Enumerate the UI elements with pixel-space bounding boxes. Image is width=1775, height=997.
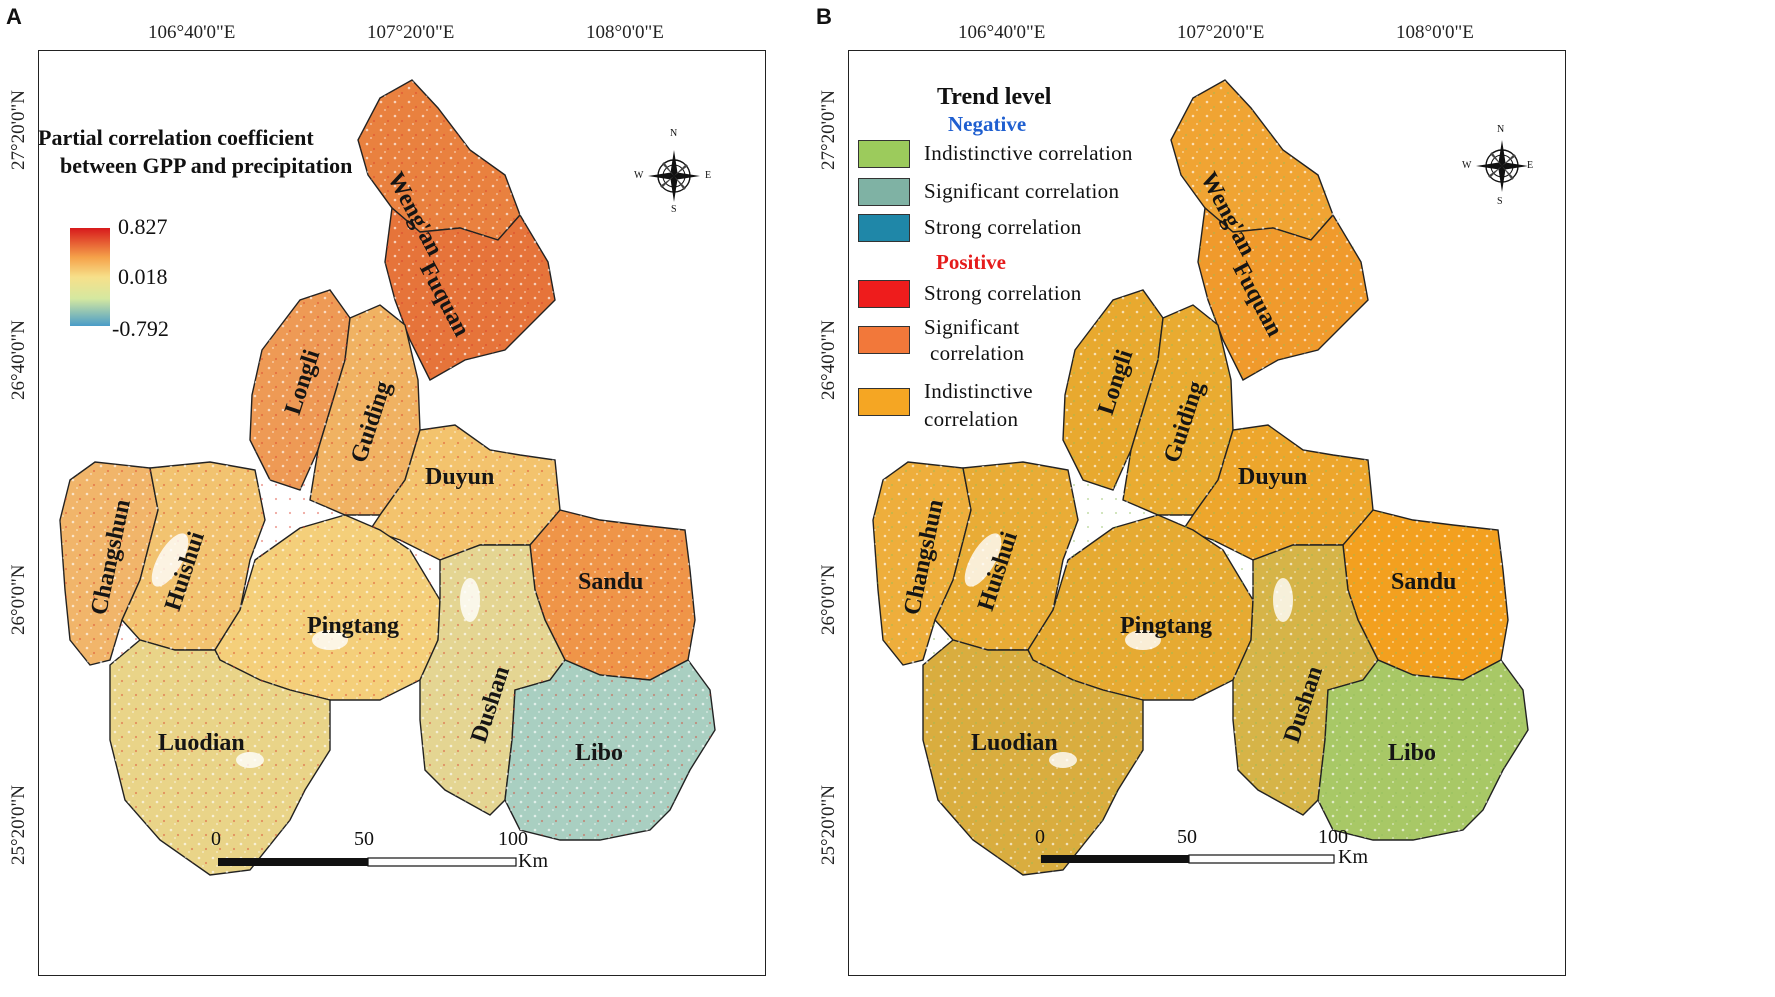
scalebar-b	[1041, 854, 1335, 864]
colorbar-max-label: 0.827	[118, 214, 168, 239]
lat-label: 25°20'0"N	[818, 785, 839, 865]
panel-letter-b: B	[816, 4, 832, 29]
scalebar-tick-0: 0	[1035, 826, 1045, 848]
panel-letter-a: A	[6, 4, 22, 29]
legend-swatch-neg-strong	[858, 214, 910, 242]
compass-w-label: W	[634, 170, 644, 181]
scalebar-tick-50: 50	[1177, 826, 1197, 848]
legend-swatch-neg-indistinctive	[858, 140, 910, 168]
county-label-pingtang: Pingtang	[1120, 613, 1213, 639]
scalebar-unit: Km	[518, 850, 548, 872]
legend-label-pos-indistinctive-2: correlation	[924, 407, 1019, 431]
compass-n-label: N	[1497, 124, 1505, 135]
colorbar-mid-label: 0.018	[118, 264, 168, 289]
county-label-luodian: Luodian	[971, 730, 1058, 756]
legend-label-pos-significant-1: Significant	[924, 315, 1020, 339]
lon-label: 107°20'0"E	[1177, 22, 1265, 43]
lon-label: 106°40'0"E	[958, 22, 1046, 43]
legend-label-pos-indistinctive-1: Indistinctive	[924, 379, 1033, 403]
compass-s-label: S	[1497, 196, 1503, 207]
lon-label: 108°0'0"E	[1396, 22, 1474, 43]
legend-swatch-pos-indistinctive	[858, 388, 910, 416]
compass-rose-icon	[638, 138, 710, 214]
scalebar-a	[218, 857, 517, 867]
county-label-pingtang: Pingtang	[307, 613, 400, 639]
legend-label-pos-strong: Strong correlation	[924, 281, 1082, 305]
legend-swatch-pos-significant	[858, 326, 910, 354]
lon-label: 107°20'0"E	[367, 22, 455, 43]
lon-label: 108°0'0"E	[586, 22, 664, 43]
colorbar-a	[70, 228, 110, 326]
county-label-sandu: Sandu	[1391, 569, 1457, 595]
scalebar-tick-100: 100	[1318, 826, 1348, 848]
lat-label: 26°40'0"N	[818, 320, 839, 400]
compass-rose-icon	[1466, 128, 1538, 204]
county-label-libo: Libo	[1388, 740, 1437, 766]
legend-label-neg-indistinctive: Indistinctive correlation	[924, 141, 1133, 165]
compass-e-label: E	[1527, 160, 1534, 171]
scalebar-tick-0: 0	[211, 828, 221, 850]
county-label-duyun: Duyun	[1238, 464, 1308, 490]
scalebar-tick-50: 50	[354, 828, 374, 850]
legend-label-neg-strong: Strong correlation	[924, 215, 1082, 239]
lat-label: 27°20'0"N	[818, 90, 839, 170]
compass-w-label: W	[1462, 160, 1472, 171]
trend-legend-positive-label: Positive	[936, 250, 1006, 274]
trend-legend-title: Trend level	[937, 84, 1052, 110]
scalebar-unit: Km	[1338, 846, 1368, 868]
legend-swatch-pos-strong	[858, 280, 910, 308]
legend-title-line2: between GPP and precipitation	[60, 153, 353, 178]
lat-label: 26°0'0"N	[818, 564, 839, 636]
lon-label: 106°40'0"E	[148, 22, 236, 43]
compass-s-label: S	[671, 204, 677, 215]
legend-title-line1: Partial correlation coefficient	[38, 125, 314, 150]
county-label-duyun: Duyun	[425, 464, 495, 490]
scalebar-tick-100: 100	[498, 828, 528, 850]
compass-e-label: E	[705, 170, 712, 181]
trend-legend-negative-label: Negative	[948, 112, 1027, 136]
colorbar-min-label: -0.792	[112, 316, 169, 341]
county-label-libo: Libo	[575, 740, 624, 766]
compass-n-label: N	[670, 128, 678, 139]
legend-label-pos-significant-2: correlation	[930, 341, 1025, 365]
county-label-luodian: Luodian	[158, 730, 245, 756]
legend-swatch-neg-significant	[858, 178, 910, 206]
county-label-sandu: Sandu	[578, 569, 644, 595]
map-frame-b	[848, 50, 1566, 976]
legend-label-neg-significant: Significant correlation	[924, 179, 1120, 203]
